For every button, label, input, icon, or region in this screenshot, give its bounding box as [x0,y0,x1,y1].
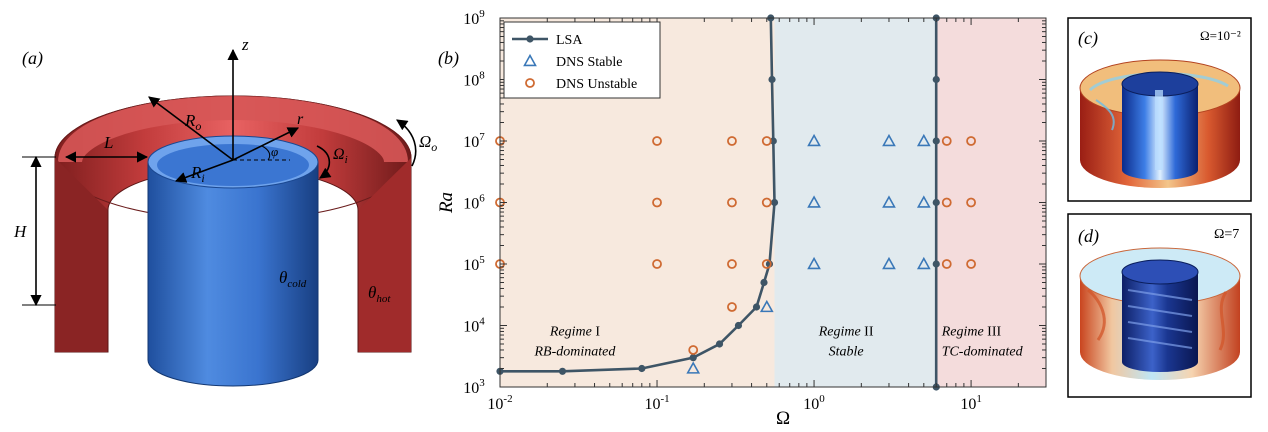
lsa-point [932,137,940,145]
schematic-panel: (a) [13,35,437,387]
y-tick-label: 106 [463,193,485,213]
dns-stable-point [807,256,821,270]
phi-label: φ [271,144,278,159]
panel-label-b: (b) [438,48,459,69]
panel-label-a: (a) [22,48,43,69]
dns-stable-point [916,195,931,208]
outer-radius-label: Ro [184,111,201,133]
dns-unstable-point [652,136,662,146]
inner-radius-label: Ri [190,163,205,185]
lsa-point [932,198,940,207]
regime-desc-1: RB-dominated [533,345,616,360]
dns-unstable-point [966,197,976,208]
lsa-point [932,75,940,84]
inner-rotation-label: Ωi [333,146,348,166]
y-tick-label: 105 [463,254,485,274]
legend-lsa-marker [526,35,534,43]
plot-series [495,14,976,391]
regime-region-3 [936,18,1046,387]
lsa-point [752,303,761,311]
regime-desc-2: Stable [829,345,864,360]
dns-stable-point [916,256,931,270]
dns-stable-point [807,133,821,147]
lsa-point [715,340,724,348]
regime-region-2 [774,18,937,387]
dns-unstable-point [727,259,737,269]
legend-label: LSA [556,33,583,48]
dns-unstable-point [727,302,737,312]
dns-unstable-point [966,259,976,269]
legend-stable-marker [523,53,537,67]
x-tick-label: 10-1 [644,393,669,413]
lsa-point [558,367,567,375]
x-tick-label: 10-2 [487,393,512,413]
plot-labels: 10-2 10-1 100 101 103 104 105 106 107 108 109 Ω Ra Re… [436,8,1024,429]
legend-box [503,21,661,99]
dns-unstable-point [761,197,772,208]
dns-stable-point [882,133,896,147]
dns-stable-point [686,361,701,374]
dns-stable-point [759,299,774,313]
snapshot-panel-c: (c) Ω=10⁻² [1067,17,1252,202]
y-tick-label: 108 [463,70,485,90]
dns-unstable-point [688,345,699,355]
lsa-point [932,260,940,268]
snapshot-panel-d: (d) Ω=7 [1067,213,1252,398]
y-axis-label: Ra [436,192,457,214]
y-tick-label: 109 [463,8,485,28]
hot-temperature-label: θhot [368,283,391,305]
plot-axes [499,17,1047,388]
dns-unstable-point [941,197,952,208]
legend: LSA DNS Stable DNS Unstable [503,21,661,99]
dns-stable-point [916,133,931,147]
x-tick-label: 100 [803,393,825,413]
outer-rotation-label: Ωo [419,132,437,154]
r-axis-label: r [297,111,304,128]
lsa-point [769,137,777,145]
lsa-point [638,364,646,373]
legend-label: DNS Stable [556,55,623,70]
dns-stable-point [882,256,896,270]
regime-name-3: Regime III [941,325,1002,340]
regime-name-2: Regime II [818,325,874,340]
regime-desc-3: TC-dominated [942,345,1024,360]
lsa-point [760,278,768,287]
x-tick-label: 101 [960,393,982,413]
inner-cylinder [147,135,319,387]
snapshot-c-omega: Ω=10⁻² [1200,28,1241,43]
cold-temperature-label: θcold [279,268,307,290]
lsa-point [734,321,743,330]
dns-unstable-point [652,197,662,208]
dns-unstable-point [727,136,737,146]
legend-label: DNS Unstable [556,77,637,92]
dns-unstable-point [966,136,976,146]
dns-unstable-point [761,136,772,146]
regime-name-1: Regime I [549,325,600,340]
gap-width-label: L [103,133,113,152]
y-tick-label: 104 [463,316,485,336]
dns-unstable-point [941,136,952,146]
lsa-point [770,198,779,207]
dns-stable-point [882,195,896,208]
stability-diagram-panel: (b) 10-2 10-1 100 101 103 104 105 106 107 108 109 Ω… [436,8,1047,429]
dns-unstable-point [941,259,952,269]
lsa-point [768,75,776,84]
schematic-annotations [22,48,417,307]
z-axis-label: z [241,35,249,54]
panel-label-c: (c) [1078,28,1098,49]
lsa-point [689,354,697,362]
dns-unstable-point [652,259,662,269]
panel-label-d: (d) [1078,226,1099,247]
x-axis-label: Ω [776,408,790,429]
y-tick-label: 103 [463,377,485,397]
y-tick-label: 107 [463,131,485,151]
legend-unstable-marker [525,78,535,88]
snapshot-d-omega: Ω=7 [1214,227,1239,242]
dns-stable-point [807,195,821,208]
dns-unstable-point [727,197,737,208]
dns-unstable-point [761,259,772,269]
height-label: H [13,222,28,241]
